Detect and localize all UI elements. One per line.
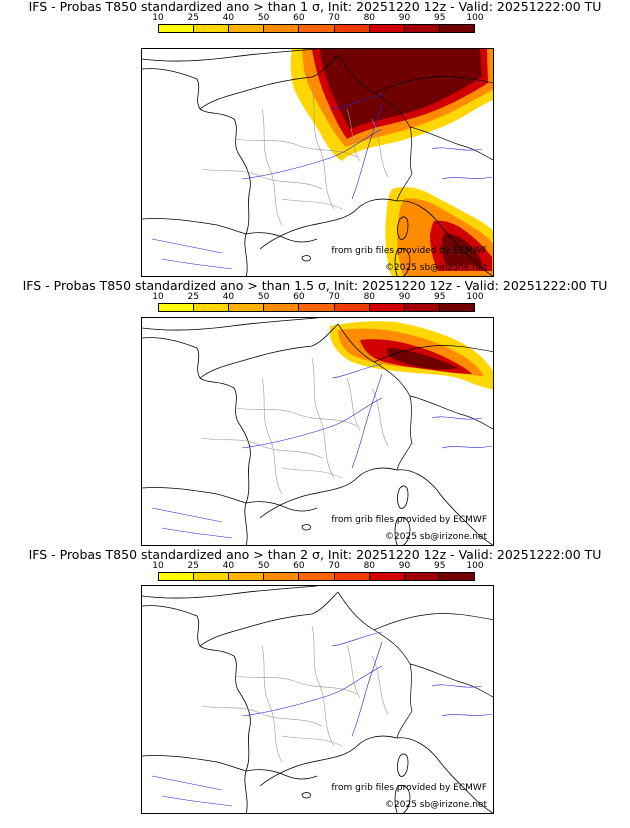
probability-field — [330, 321, 493, 390]
colorbar-swatch — [334, 573, 370, 580]
map-panel-3: IFS - Probas T850 standardized ano > tha… — [0, 548, 630, 818]
copyright: ©2025 sb@irizone.net — [385, 532, 487, 542]
colorbar-tick: 70 — [328, 292, 340, 302]
colorbar-swatch — [369, 573, 405, 580]
map-canvas — [142, 318, 493, 545]
colorbar-tick: 60 — [293, 292, 305, 302]
colorbar: 10 25 40 50 60 70 80 90 95 100 — [152, 561, 484, 585]
colorbar-tick: 50 — [257, 561, 270, 571]
panel-title: IFS - Probas T850 standardized ano > tha… — [22, 278, 608, 293]
colorbar-tick: 100 — [466, 561, 484, 571]
colorbar-tick: 50 — [257, 292, 270, 302]
colorbar-tick: 95 — [434, 561, 446, 571]
colorbar-tick: 40 — [222, 292, 235, 302]
colorbar-tick: 40 — [222, 561, 235, 571]
map-canvas — [142, 49, 493, 276]
colorbar-swatch — [194, 25, 230, 32]
colorbar-tick: 50 — [257, 13, 270, 23]
probability-field — [290, 49, 493, 276]
colorbar-swatch — [299, 304, 335, 311]
colorbar-swatch — [299, 25, 335, 32]
colorbar-swatch — [369, 25, 405, 32]
colorbar-swatches — [158, 572, 475, 581]
colorbar-tick: 100 — [466, 292, 484, 302]
map-panel-2: IFS - Probas T850 standardized ano > tha… — [0, 279, 630, 549]
colorbar-swatch — [439, 304, 474, 311]
colorbar: 10 25 40 50 60 70 80 90 95 100 — [152, 13, 484, 37]
colorbar-tick: 60 — [293, 561, 305, 571]
colorbar-swatch — [369, 304, 405, 311]
colorbar-tick: 25 — [187, 561, 199, 571]
map-frame: from grib files provided by ECMWF ©2025 … — [141, 585, 494, 814]
colorbar-tick: 25 — [187, 13, 199, 23]
colorbar-swatch — [404, 25, 440, 32]
colorbar-tick: 90 — [398, 561, 411, 571]
colorbar-swatches — [158, 303, 475, 312]
colorbar-swatch — [334, 304, 370, 311]
copyright: ©2025 sb@irizone.net — [385, 800, 487, 810]
colorbar-swatch — [159, 573, 195, 580]
colorbar-tick: 10 — [152, 561, 164, 571]
colorbar-tick: 10 — [152, 13, 164, 23]
colorbar-swatch — [159, 304, 195, 311]
map-panel-1: IFS - Probas T850 standardized ano > tha… — [0, 0, 630, 277]
colorbar-swatch — [334, 25, 370, 32]
colorbar-tick: 80 — [363, 561, 376, 571]
panel-title: IFS - Probas T850 standardized ano > tha… — [28, 0, 602, 14]
source-credit: from grib files provided by ECMWF — [331, 783, 487, 793]
colorbar-tick: 95 — [434, 292, 446, 302]
map-canvas — [142, 586, 493, 813]
colorbar-swatch — [194, 573, 230, 580]
colorbar-swatch — [264, 304, 300, 311]
colorbar-tick: 90 — [398, 13, 411, 23]
map-frame: from grib files provided by ECMWF ©2025 … — [141, 48, 494, 277]
source-credit: from grib files provided by ECMWF — [331, 246, 487, 256]
source-credit: from grib files provided by ECMWF — [331, 515, 487, 525]
colorbar-swatch — [439, 25, 474, 32]
colorbar-tick: 90 — [398, 292, 411, 302]
colorbar-swatch — [299, 573, 335, 580]
colorbar-swatch — [439, 573, 474, 580]
colorbar-swatch — [229, 25, 265, 32]
map-frame: from grib files provided by ECMWF ©2025 … — [141, 317, 494, 546]
colorbar-tick: 80 — [363, 292, 376, 302]
colorbar-swatches — [158, 24, 475, 33]
colorbar: 10 25 40 50 60 70 80 90 95 100 — [152, 292, 484, 316]
colorbar-tick-labels: 10 25 40 50 60 70 80 90 95 100 — [152, 13, 483, 24]
colorbar-tick: 25 — [187, 292, 199, 302]
panel-title: IFS - Probas T850 standardized ano > tha… — [28, 547, 602, 562]
colorbar-swatch — [264, 25, 300, 32]
colorbar-tick: 95 — [434, 13, 446, 23]
colorbar-tick: 60 — [293, 13, 305, 23]
colorbar-tick: 10 — [152, 292, 164, 302]
colorbar-swatch — [229, 304, 265, 311]
colorbar-tick: 70 — [328, 13, 340, 23]
copyright: ©2025 sb@irizone.net — [385, 263, 487, 273]
colorbar-swatch — [159, 25, 195, 32]
colorbar-swatch — [404, 304, 440, 311]
colorbar-tick: 100 — [466, 13, 484, 23]
colorbar-swatch — [229, 573, 265, 580]
colorbar-swatch — [264, 573, 300, 580]
colorbar-tick: 70 — [328, 561, 340, 571]
colorbar-tick: 80 — [363, 13, 376, 23]
colorbar-swatch — [404, 573, 440, 580]
colorbar-tick-labels: 10 25 40 50 60 70 80 90 95 100 — [152, 561, 483, 572]
colorbar-tick-labels: 10 25 40 50 60 70 80 90 95 100 — [152, 292, 483, 303]
colorbar-tick: 40 — [222, 13, 235, 23]
colorbar-swatch — [194, 304, 230, 311]
